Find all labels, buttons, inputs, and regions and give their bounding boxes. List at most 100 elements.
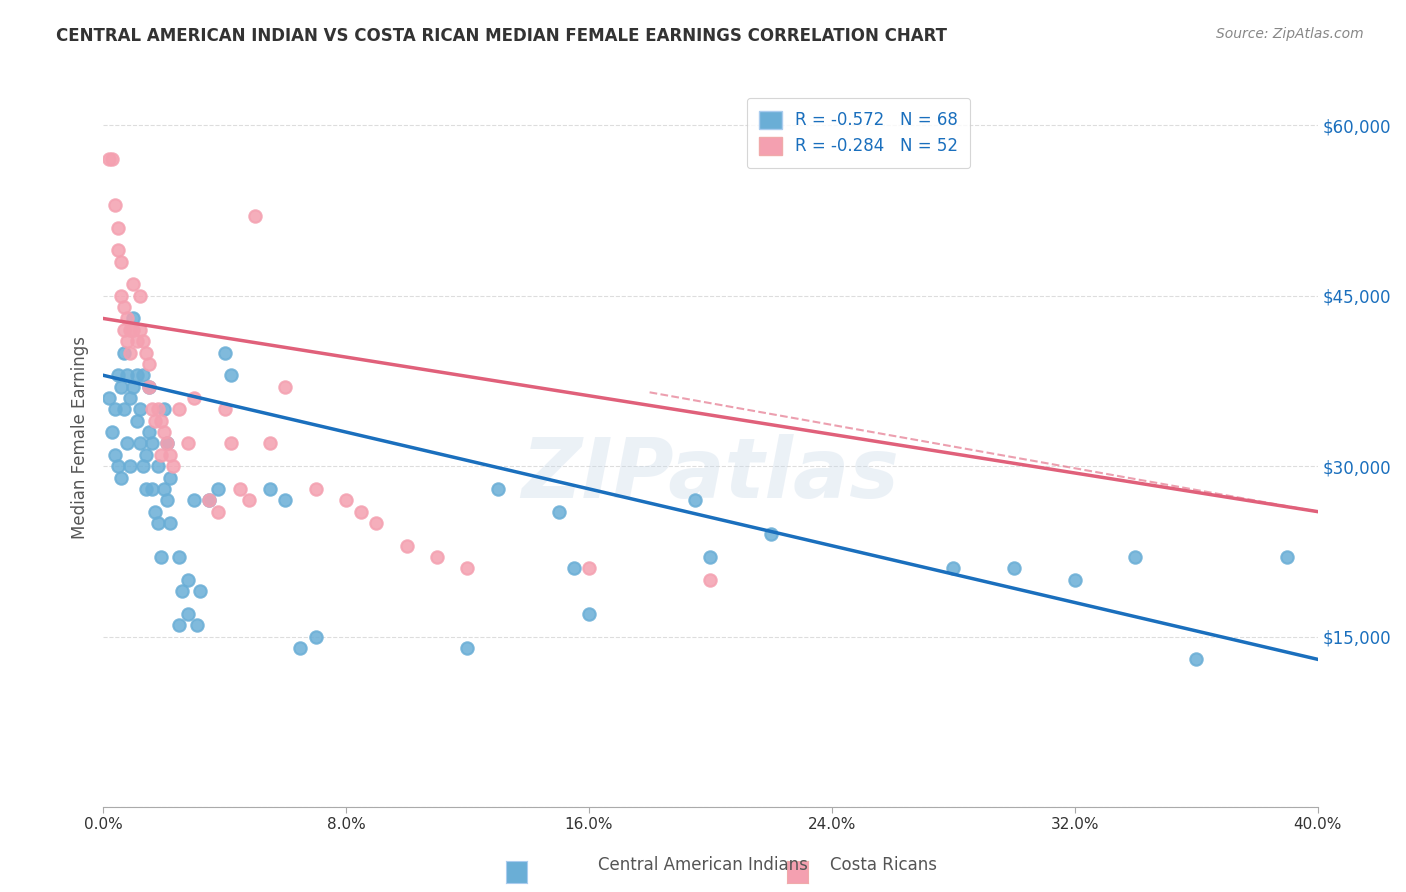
Point <box>219 436 242 450</box>
Point <box>562 561 585 575</box>
Point <box>456 561 478 575</box>
Point <box>149 549 172 564</box>
Y-axis label: Median Female Earnings: Median Female Earnings <box>72 336 89 540</box>
Point <box>395 539 418 553</box>
Point <box>138 379 160 393</box>
Point <box>153 402 176 417</box>
Point <box>1063 573 1085 587</box>
Point <box>274 493 297 508</box>
Point <box>131 459 153 474</box>
Point <box>159 516 181 530</box>
Point <box>135 345 157 359</box>
Point <box>110 379 132 393</box>
Point <box>177 607 200 621</box>
Point <box>238 493 260 508</box>
Point <box>107 220 129 235</box>
Point <box>107 244 129 258</box>
Point <box>138 425 160 439</box>
Text: Central American Indians: Central American Indians <box>598 856 808 874</box>
Point <box>290 640 312 655</box>
Point <box>942 561 965 575</box>
Point <box>128 323 150 337</box>
Point <box>98 153 121 167</box>
Point <box>112 323 135 337</box>
Point <box>578 561 600 575</box>
Point <box>120 323 142 337</box>
Point <box>117 334 139 348</box>
Point <box>138 357 160 371</box>
Point <box>188 584 211 599</box>
Point <box>120 459 142 474</box>
Point <box>146 516 169 530</box>
Point <box>274 379 297 393</box>
Point <box>366 516 388 530</box>
Point <box>699 573 721 587</box>
Point <box>304 482 326 496</box>
Point <box>98 391 121 405</box>
Point <box>167 618 190 632</box>
Point <box>149 414 172 428</box>
Point <box>128 436 150 450</box>
Point <box>125 414 148 428</box>
Point <box>120 345 142 359</box>
Point <box>207 505 229 519</box>
Point <box>759 527 782 541</box>
Point <box>304 630 326 644</box>
Point <box>243 209 266 223</box>
Point <box>1185 652 1208 666</box>
Point <box>101 153 124 167</box>
Point <box>156 493 179 508</box>
Text: ZIPatlas: ZIPatlas <box>522 434 900 516</box>
Point <box>110 254 132 268</box>
Point <box>177 573 200 587</box>
Point <box>117 311 139 326</box>
Point <box>117 436 139 450</box>
Point <box>107 368 129 383</box>
Point <box>122 277 145 292</box>
Legend: R = -0.572   N = 68, R = -0.284   N = 52: R = -0.572 N = 68, R = -0.284 N = 52 <box>747 98 970 168</box>
Point <box>141 402 163 417</box>
Point <box>167 402 190 417</box>
Point <box>183 391 205 405</box>
Point <box>143 505 166 519</box>
Point <box>141 436 163 450</box>
Point <box>128 402 150 417</box>
Point <box>162 459 184 474</box>
Point <box>110 289 132 303</box>
Point <box>153 482 176 496</box>
Point <box>146 402 169 417</box>
Point <box>683 493 706 508</box>
Text: CENTRAL AMERICAN INDIAN VS COSTA RICAN MEDIAN FEMALE EARNINGS CORRELATION CHART: CENTRAL AMERICAN INDIAN VS COSTA RICAN M… <box>56 27 948 45</box>
Point <box>112 300 135 314</box>
Point <box>335 493 357 508</box>
Point <box>125 334 148 348</box>
Point <box>259 436 281 450</box>
Point <box>122 311 145 326</box>
Point <box>699 549 721 564</box>
Point <box>135 482 157 496</box>
Point <box>143 414 166 428</box>
Point <box>229 482 252 496</box>
Point <box>122 323 145 337</box>
Point <box>1002 561 1025 575</box>
Point <box>578 607 600 621</box>
Point <box>135 448 157 462</box>
Point <box>128 289 150 303</box>
Point <box>456 640 478 655</box>
Point <box>141 482 163 496</box>
Point <box>146 459 169 474</box>
Point <box>183 493 205 508</box>
Point <box>104 198 127 212</box>
Point <box>156 436 179 450</box>
Point <box>156 436 179 450</box>
Point <box>198 493 221 508</box>
Point <box>170 584 193 599</box>
Point <box>159 470 181 484</box>
Point <box>101 425 124 439</box>
Point <box>153 425 176 439</box>
Point <box>159 448 181 462</box>
Point <box>219 368 242 383</box>
Text: Costa Ricans: Costa Ricans <box>830 856 936 874</box>
Point <box>177 436 200 450</box>
Point <box>112 402 135 417</box>
